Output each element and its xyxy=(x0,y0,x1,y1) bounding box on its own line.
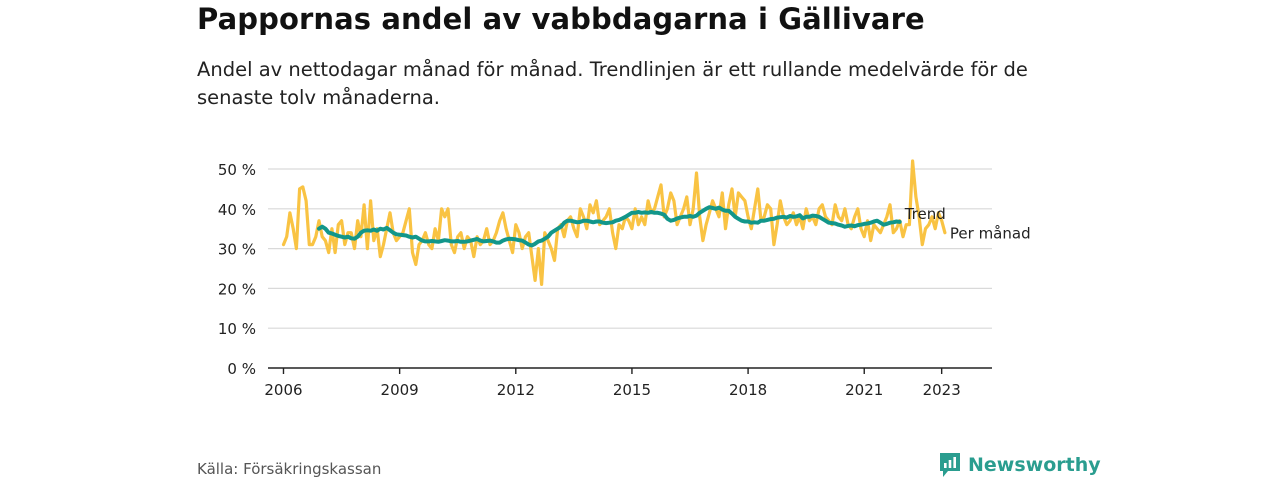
chart-subtitle: Andel av nettodagar månad för månad. Tre… xyxy=(197,58,1028,109)
y-axis-tick-labels: 0 % 10 % 20 % 30 % 40 % 50 % xyxy=(218,161,256,378)
x-tick-label: 2015 xyxy=(613,381,651,399)
x-tick-label: 2006 xyxy=(264,381,302,399)
x-tick-label: 2012 xyxy=(497,381,535,399)
newsworthy-logo-icon xyxy=(940,453,960,477)
series-label-per-manad: Per månad xyxy=(950,225,1031,243)
y-tick-label: 40 % xyxy=(218,201,256,219)
chart-title: Pappornas andel av vabbdagarna i Gälliva… xyxy=(197,2,925,36)
y-tick-label: 0 % xyxy=(227,360,256,378)
x-axis-ticks: 2006 2009 2012 2015 2018 2021 2023 xyxy=(264,368,961,399)
brand-name: Newsworthy xyxy=(968,454,1101,476)
x-tick-label: 2018 xyxy=(729,381,767,399)
newsworthy-logo: Newsworthy xyxy=(938,451,1101,479)
source-note: Källa: Försäkringskassan xyxy=(197,460,382,478)
x-tick-label: 2009 xyxy=(381,381,419,399)
series-label-trend: Trend xyxy=(904,205,946,223)
y-tick-label: 10 % xyxy=(218,320,256,338)
x-tick-label: 2021 xyxy=(845,381,883,399)
gridlines xyxy=(268,168,992,329)
y-tick-label: 20 % xyxy=(218,280,256,298)
y-tick-label: 50 % xyxy=(218,161,256,179)
x-tick-label: 2023 xyxy=(923,381,961,399)
y-tick-label: 30 % xyxy=(218,241,256,259)
series-line-trend xyxy=(317,205,902,248)
